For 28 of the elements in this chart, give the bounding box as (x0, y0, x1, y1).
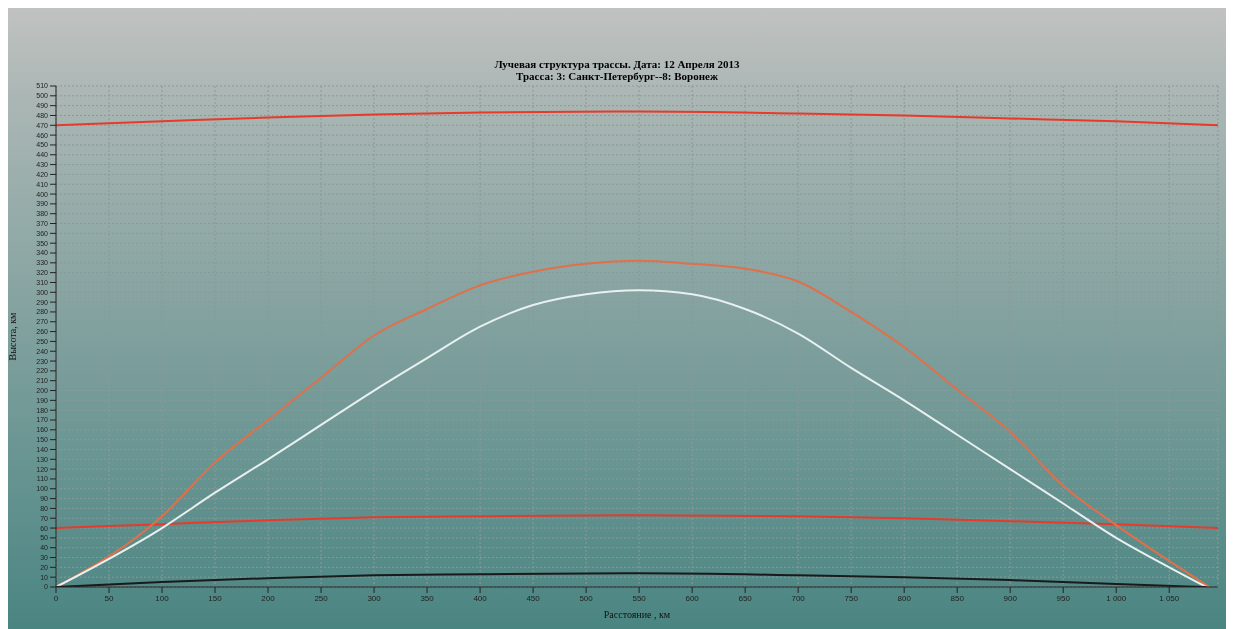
x-tick-label: 250 (314, 593, 329, 603)
x-tick-label: 650 (738, 593, 753, 603)
line-series (56, 110, 1218, 127)
x-tick-label: 300 (367, 593, 382, 603)
x-tick-label: 600 (685, 593, 700, 603)
x-tick-label: 950 (1056, 593, 1071, 603)
chart-title: Лучевая структура трассы. Дата: 12 Апреля 2013 (493, 58, 741, 70)
x-axis-title: Расстояние , км (603, 609, 671, 621)
x-tick-label: 450 (526, 593, 541, 603)
x-tick-label: 1 050 (1159, 593, 1180, 603)
x-tick-label: 850 (950, 593, 965, 603)
x-tick-label: 200 (261, 593, 276, 603)
x-tick-label: 350 (420, 593, 435, 603)
x-tick-label: 50 (104, 593, 115, 603)
x-tick-label: 1 000 (1106, 593, 1127, 603)
x-tick-label: 900 (1003, 593, 1018, 603)
x-tick-label: 400 (473, 593, 488, 603)
x-tick-label: 100 (155, 593, 170, 603)
x-tick-label: 550 (632, 593, 647, 603)
x-tick-label: 150 (208, 593, 223, 603)
line-series (56, 514, 1218, 530)
y-axis-title: Высота, км (6, 311, 18, 361)
chart-subtitle: Трасса: 3: Санкт-Петербург--8: Воронеж (515, 70, 719, 82)
x-tick-label: 0 (53, 593, 59, 603)
x-tick-label: 800 (897, 593, 912, 603)
x-tick-label: 750 (844, 593, 859, 603)
x-tick-label: 500 (579, 593, 594, 603)
x-tick-label: 700 (791, 593, 806, 603)
